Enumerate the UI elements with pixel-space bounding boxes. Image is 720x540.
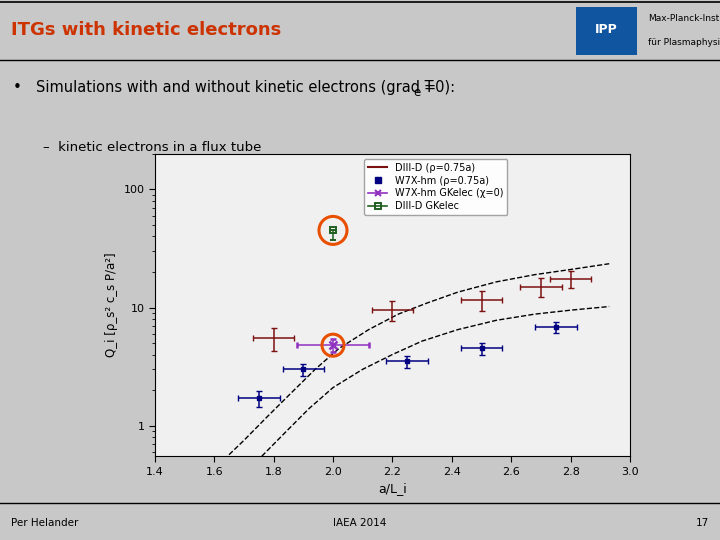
Text: IAEA 2014: IAEA 2014: [333, 518, 387, 528]
Text: 17: 17: [696, 518, 709, 528]
Y-axis label: Q_i [ρ_s² c_s P/a²]: Q_i [ρ_s² c_s P/a²]: [105, 253, 118, 357]
Legend: DIII-D (ρ=0.75a), W7X-hm (ρ=0.75a), W7X-hm GKelec (χ=0), DIII-D GKelec: DIII-D (ρ=0.75a), W7X-hm (ρ=0.75a), W7X-…: [364, 159, 508, 215]
Bar: [576, 8, 637, 55]
Text: ITGs with kinetic electrons: ITGs with kinetic electrons: [11, 21, 281, 39]
Text: Simulations with and without kinetic electrons (grad T: Simulations with and without kinetic ele…: [36, 79, 433, 94]
Text: e: e: [413, 86, 420, 99]
Text: für Plasmaphysik: für Plasmaphysik: [648, 38, 720, 47]
Text: =0):: =0):: [423, 79, 456, 94]
X-axis label: a/L_i: a/L_i: [378, 482, 407, 495]
Text: Per Helander: Per Helander: [11, 518, 78, 528]
Text: •: •: [13, 79, 22, 94]
Text: –  kinetic electrons in a flux tube: – kinetic electrons in a flux tube: [43, 141, 261, 154]
Text: IPP: IPP: [595, 23, 618, 36]
Text: Max-Planck-Institut: Max-Planck-Institut: [648, 14, 720, 23]
